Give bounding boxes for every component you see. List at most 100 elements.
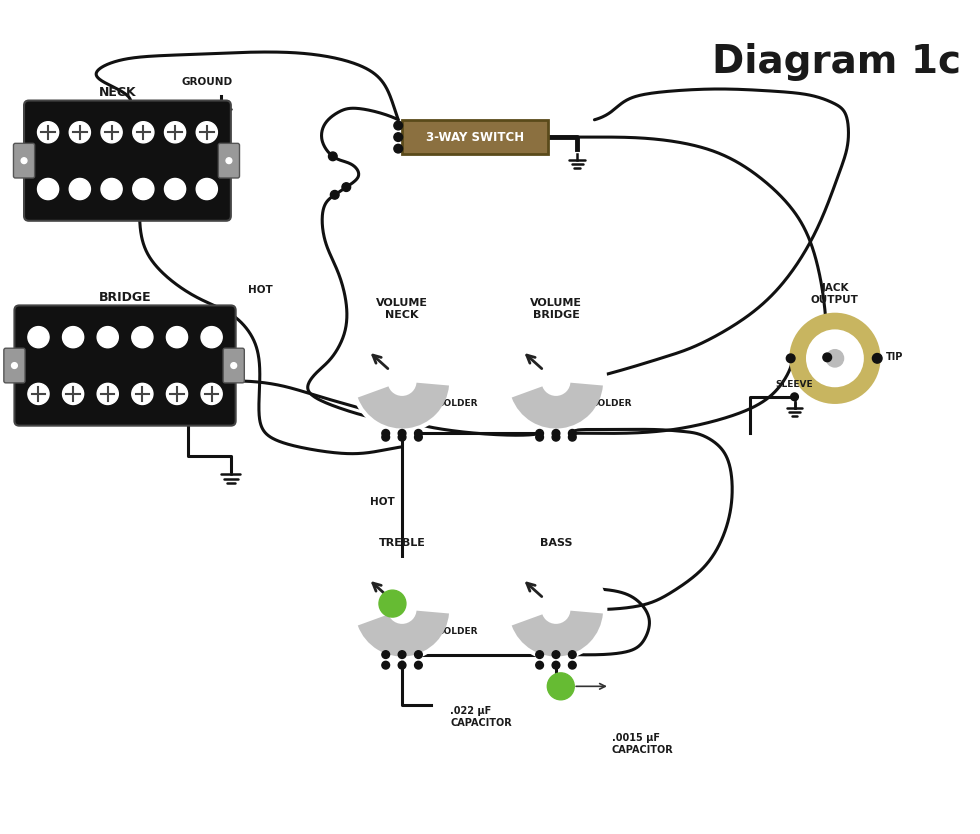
Text: NECK: NECK <box>99 86 136 98</box>
Circle shape <box>379 590 406 617</box>
Circle shape <box>196 178 218 199</box>
Circle shape <box>131 384 153 404</box>
Wedge shape <box>512 610 603 656</box>
Circle shape <box>22 158 26 163</box>
FancyBboxPatch shape <box>219 143 239 178</box>
Circle shape <box>536 434 544 441</box>
Text: .022 μF: .022 μF <box>450 706 491 716</box>
FancyBboxPatch shape <box>4 349 25 383</box>
Circle shape <box>398 434 406 441</box>
Circle shape <box>389 368 416 394</box>
Circle shape <box>352 560 452 660</box>
Circle shape <box>398 661 406 669</box>
Text: Diagram 1c: Diagram 1c <box>712 43 961 81</box>
Circle shape <box>27 384 49 404</box>
FancyBboxPatch shape <box>24 101 231 221</box>
Circle shape <box>201 327 222 348</box>
Circle shape <box>70 122 90 143</box>
Circle shape <box>201 384 222 404</box>
Circle shape <box>330 190 339 199</box>
Circle shape <box>165 122 185 143</box>
Circle shape <box>37 178 59 199</box>
Circle shape <box>807 330 862 386</box>
Circle shape <box>536 430 544 437</box>
Text: OUTPUT: OUTPUT <box>811 294 858 304</box>
Text: JACK: JACK <box>821 283 849 293</box>
Circle shape <box>101 122 122 143</box>
Circle shape <box>415 434 422 441</box>
Text: GROUND: GROUND <box>181 78 232 87</box>
Circle shape <box>382 661 390 669</box>
Circle shape <box>568 651 576 658</box>
Circle shape <box>131 327 153 348</box>
Wedge shape <box>358 381 449 429</box>
Circle shape <box>97 384 119 404</box>
FancyBboxPatch shape <box>402 120 548 154</box>
Circle shape <box>382 651 390 658</box>
Circle shape <box>791 393 799 400</box>
Circle shape <box>872 354 882 363</box>
Circle shape <box>132 178 154 199</box>
Circle shape <box>547 673 574 700</box>
Circle shape <box>543 368 569 394</box>
Circle shape <box>415 651 422 658</box>
Circle shape <box>394 144 403 153</box>
Text: CAPACITOR: CAPACITOR <box>612 745 673 755</box>
FancyBboxPatch shape <box>223 349 244 383</box>
Text: SOLDER: SOLDER <box>438 399 478 409</box>
Text: HOT: HOT <box>370 496 395 506</box>
Text: BRIDGE: BRIDGE <box>532 310 579 320</box>
Text: VOLUME: VOLUME <box>376 299 428 309</box>
Text: HOT: HOT <box>248 285 272 295</box>
Text: .0015 μF: .0015 μF <box>612 733 660 743</box>
FancyBboxPatch shape <box>14 143 34 178</box>
Circle shape <box>167 327 187 348</box>
Text: SOLDER: SOLDER <box>592 399 632 409</box>
FancyBboxPatch shape <box>15 305 235 425</box>
Circle shape <box>352 331 452 431</box>
Circle shape <box>568 434 576 441</box>
Circle shape <box>552 651 560 658</box>
Text: TIP: TIP <box>886 352 904 362</box>
Text: BASS: BASS <box>540 538 572 548</box>
Circle shape <box>27 327 49 348</box>
Circle shape <box>167 384 187 404</box>
Circle shape <box>415 661 422 669</box>
Circle shape <box>342 183 351 192</box>
Circle shape <box>12 363 18 369</box>
Text: SOLDER: SOLDER <box>438 627 478 636</box>
Circle shape <box>70 178 90 199</box>
Circle shape <box>568 661 576 669</box>
Circle shape <box>97 327 119 348</box>
Circle shape <box>165 178 185 199</box>
Wedge shape <box>512 381 603 429</box>
Circle shape <box>823 353 832 362</box>
Circle shape <box>791 314 879 403</box>
Circle shape <box>786 354 795 363</box>
Circle shape <box>328 152 337 161</box>
Circle shape <box>543 596 569 623</box>
Circle shape <box>382 430 390 437</box>
Circle shape <box>196 122 218 143</box>
Text: TREBLE: TREBLE <box>378 538 425 548</box>
Circle shape <box>536 661 544 669</box>
Circle shape <box>231 363 236 369</box>
Circle shape <box>389 596 416 623</box>
Circle shape <box>506 560 606 660</box>
Text: SLEEVE: SLEEVE <box>776 380 813 389</box>
Text: NECK: NECK <box>385 310 418 320</box>
Circle shape <box>398 651 406 658</box>
Circle shape <box>568 430 576 437</box>
Circle shape <box>63 384 83 404</box>
Text: CAPACITOR: CAPACITOR <box>450 718 512 728</box>
Text: 3-WAY SWITCH: 3-WAY SWITCH <box>426 131 524 143</box>
Text: BRIDGE: BRIDGE <box>99 290 151 304</box>
Circle shape <box>37 122 59 143</box>
Circle shape <box>63 327 83 348</box>
Circle shape <box>506 331 606 431</box>
Circle shape <box>394 121 403 130</box>
Circle shape <box>552 434 560 441</box>
Circle shape <box>226 158 232 163</box>
Circle shape <box>552 661 560 669</box>
Circle shape <box>132 122 154 143</box>
